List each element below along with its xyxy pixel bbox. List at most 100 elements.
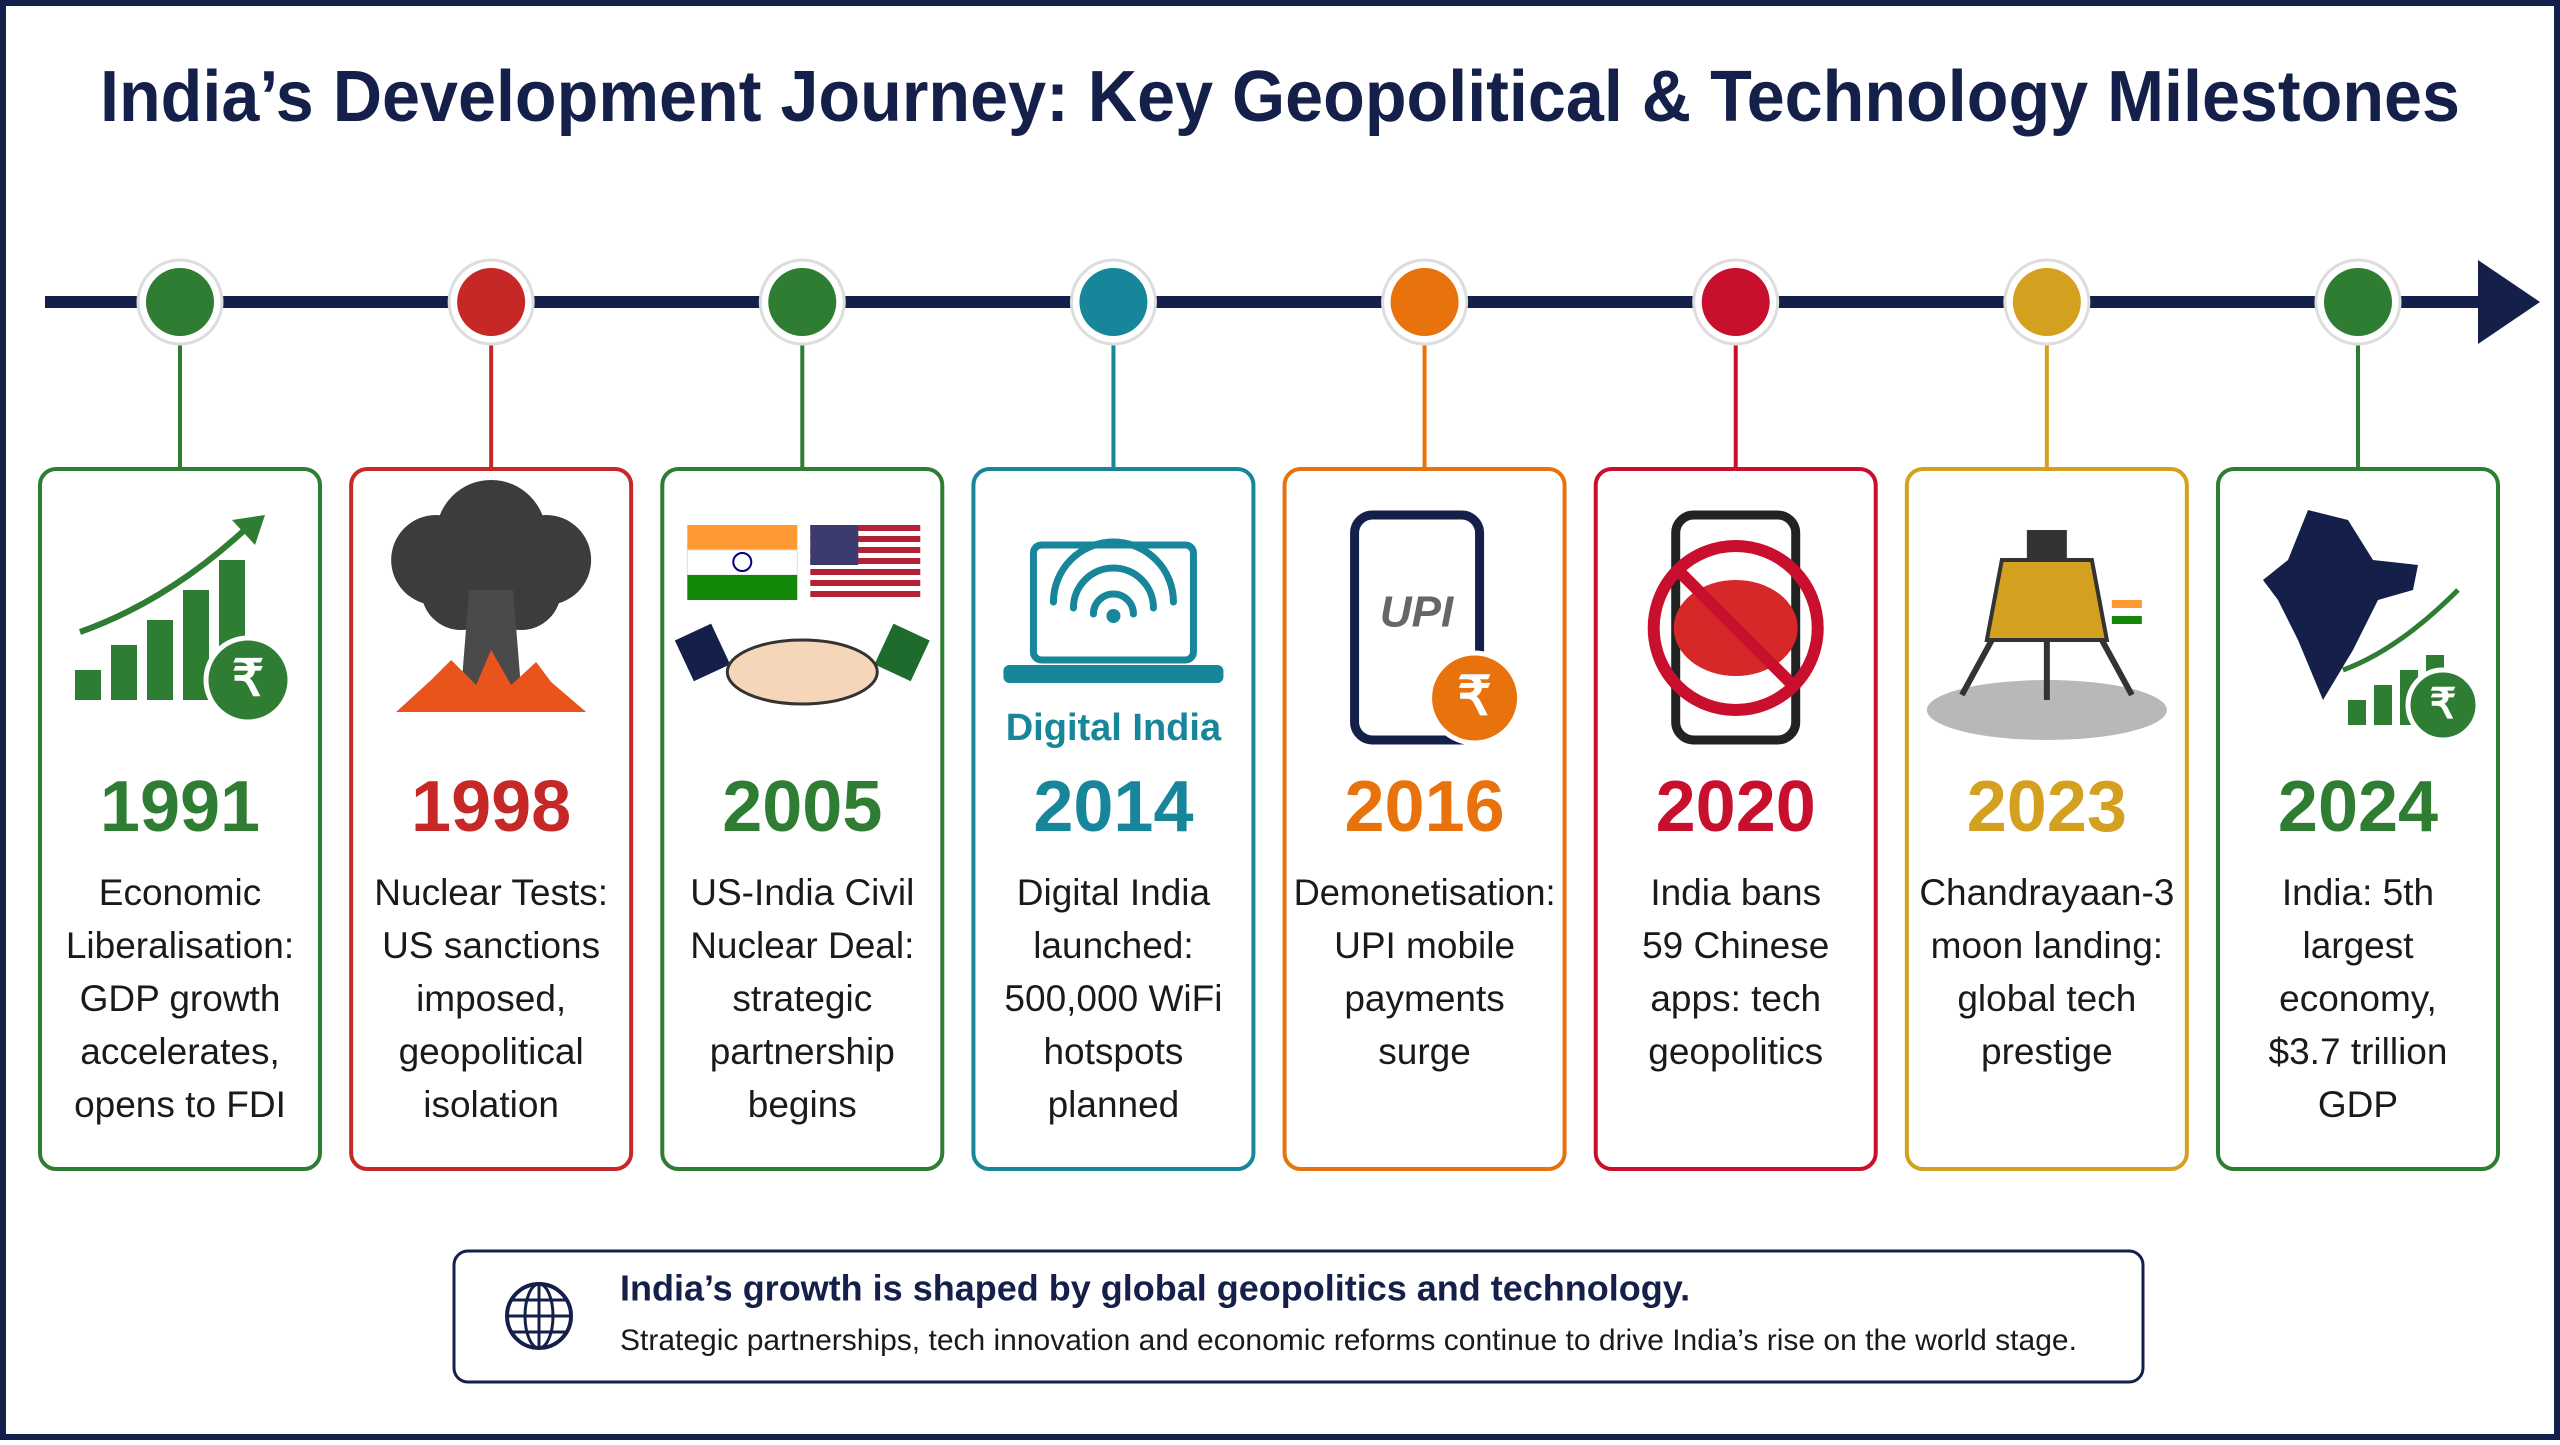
milestone-text: Chandrayaan-3 — [1919, 872, 2174, 913]
milestone-text: surge — [1378, 1031, 1471, 1072]
milestone-text: Liberalisation: — [66, 925, 294, 966]
timeline-dot — [2324, 268, 2392, 336]
milestone-card — [971, 467, 1256, 1171]
left-cuff — [674, 623, 731, 682]
timeline-dot — [1390, 268, 1459, 336]
rupee-badge — [1427, 650, 1523, 746]
rupee-badge — [203, 635, 293, 725]
milestone-text: geopolitical — [399, 1031, 584, 1072]
rupee-symbol: ₹ — [232, 649, 264, 706]
milestone-card — [349, 467, 634, 1171]
milestone-text: GDP — [2318, 1084, 2398, 1125]
lander-legs — [1959, 638, 2135, 700]
milestone-text: isolation — [423, 1084, 559, 1125]
milestone-text: Economic — [99, 872, 261, 913]
milestone-text: opens to FDI — [74, 1084, 286, 1125]
milestone-text: apps: tech — [1650, 978, 1821, 1019]
cloud-stem — [461, 590, 522, 690]
rupee-badge — [2405, 667, 2481, 743]
india-flag-bottom — [687, 575, 798, 600]
timeline-dot — [1701, 268, 1770, 336]
right-cuff — [874, 623, 930, 682]
timeline-arrow — [2478, 260, 2540, 344]
ban-circle — [1647, 540, 1824, 716]
milestone-text: launched: — [1033, 925, 1193, 966]
growth-arrowhead — [232, 515, 265, 545]
milestone-text: strategic — [732, 978, 872, 1019]
timeline-dot — [457, 268, 526, 336]
milestone-year: 2023 — [1967, 767, 2127, 847]
rupee-symbol: ₹ — [1457, 666, 1491, 726]
milestone-text: partnership — [710, 1031, 895, 1072]
milestone-text: prestige — [1981, 1031, 2113, 1072]
globe-lines — [507, 1284, 571, 1348]
milestone-year: 2014 — [1033, 767, 1193, 847]
milestone-year: 2024 — [2278, 767, 2438, 847]
milestone-text: imposed, — [416, 978, 566, 1019]
lander-top — [2026, 530, 2067, 560]
us-stripe — [810, 591, 921, 597]
us-stripe — [810, 547, 921, 553]
us-canton — [810, 525, 859, 565]
milestone-text: $3.7 trillion — [2269, 1031, 2448, 1072]
us-stripe — [810, 536, 921, 542]
footer-text: Strategic partnerships, tech innovation … — [620, 1324, 2077, 1357]
milestone-text: planned — [1048, 1084, 1180, 1125]
milestone-text: UPI mobile — [1334, 925, 1515, 966]
timeline-dot — [146, 268, 214, 336]
upi-label: UPI — [1380, 588, 1454, 637]
milestone-year: 2005 — [722, 767, 882, 847]
milestone-text: begins — [748, 1084, 857, 1125]
milestone-text: India: 5th — [2282, 872, 2434, 913]
milestone-year: 1998 — [411, 767, 571, 847]
timeline-dot — [2012, 268, 2081, 336]
handshake — [725, 638, 879, 706]
growth-bar — [75, 670, 101, 700]
growth-bar — [147, 620, 173, 700]
flag-orange — [2111, 600, 2142, 608]
milestone-card — [1593, 467, 1878, 1171]
milestone-text: global tech — [1957, 978, 2136, 1019]
milestone-text: Digital India — [1017, 872, 1211, 913]
rupee-symbol: ₹ — [2430, 680, 2457, 727]
timeline-dot — [1079, 268, 1148, 336]
us-stripe — [810, 558, 921, 564]
ban-slash — [1673, 565, 1798, 691]
milestone-text: Demonetisation: — [1294, 872, 1556, 913]
milestone-card — [1904, 467, 2189, 1171]
milestone-text: India bans — [1650, 872, 1821, 913]
milestone-text: payments — [1344, 978, 1504, 1019]
moon-surface — [1926, 680, 2167, 740]
growth-arrow — [2342, 588, 2460, 673]
milestone-text: largest — [2302, 925, 2414, 966]
timeline-dot — [768, 268, 837, 336]
milestone-text: moon landing: — [1931, 925, 2163, 966]
wifi-arc — [1049, 538, 1177, 606]
milestone-year: 1991 — [100, 767, 260, 847]
milestone-text: 59 Chinese — [1642, 925, 1829, 966]
milestone-text: GDP growth — [80, 978, 281, 1019]
us-stripe — [810, 569, 921, 575]
wifi-arc — [1069, 564, 1157, 612]
milestone-text: accelerates, — [80, 1031, 280, 1072]
milestone-text: economy, — [2279, 978, 2437, 1019]
india-map — [2263, 510, 2418, 700]
us-stripe — [810, 525, 921, 531]
icon-label: Digital India — [1006, 707, 1222, 749]
growth-arrow — [78, 522, 253, 635]
wifi-arc — [1089, 590, 1137, 618]
milestone-card — [2216, 467, 2500, 1171]
growth-bar — [2374, 685, 2392, 725]
milestone-year: 2016 — [1344, 767, 1504, 847]
footer-heading: India’s growth is shaped by global geopo… — [620, 1268, 1690, 1309]
footer-box — [452, 1249, 2145, 1384]
us-stripe — [810, 580, 921, 586]
growth-bar — [111, 645, 137, 700]
explosion — [396, 650, 587, 712]
milestone-text: Nuclear Deal: — [690, 925, 914, 966]
india-flag-top — [687, 525, 798, 550]
milestone-text: geopolitics — [1648, 1031, 1823, 1072]
milestone-text: Nuclear Tests: — [374, 872, 608, 913]
